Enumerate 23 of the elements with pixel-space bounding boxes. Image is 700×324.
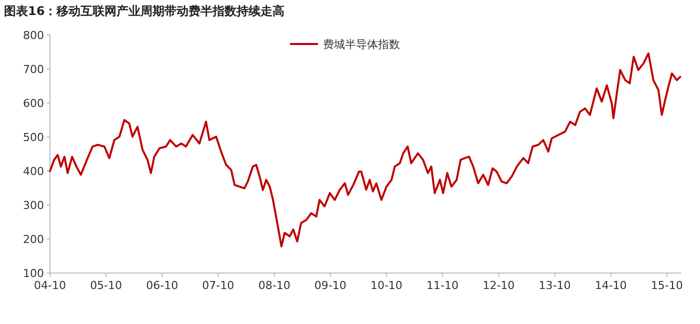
x-tick-label: 12-10 [482,279,515,292]
y-tick-label: 400 [23,165,44,178]
x-tick-label: 07-10 [202,279,234,292]
x-tick-label: 05-10 [90,279,122,292]
y-tick-label: 500 [23,131,44,144]
y-tick-label: 200 [23,233,44,246]
line-series [49,52,682,248]
x-tick-label: 13-10 [538,279,571,292]
x-tick-label: 14-10 [594,279,627,292]
y-tick-label: 100 [23,267,44,280]
y-tick-label: 800 [23,29,44,42]
chart-title: 图表16：移动互联网产业周期带动费半指数持续走高 [4,4,285,18]
x-tick-label: 15-10 [650,279,683,292]
x-tick-label: 04-10 [34,279,66,292]
x-tick-label: 08-10 [258,279,290,292]
legend-label: 费城半导体指数 [323,38,400,51]
y-tick-label: 700 [23,63,44,76]
y-tick-label: 300 [23,199,44,212]
x-tick-label: 06-10 [146,279,178,292]
x-tick-label: 11-10 [426,279,458,292]
x-tick-label: 09-10 [314,279,346,292]
y-tick-label: 600 [23,97,44,110]
x-tick-label: 10-10 [370,279,402,292]
